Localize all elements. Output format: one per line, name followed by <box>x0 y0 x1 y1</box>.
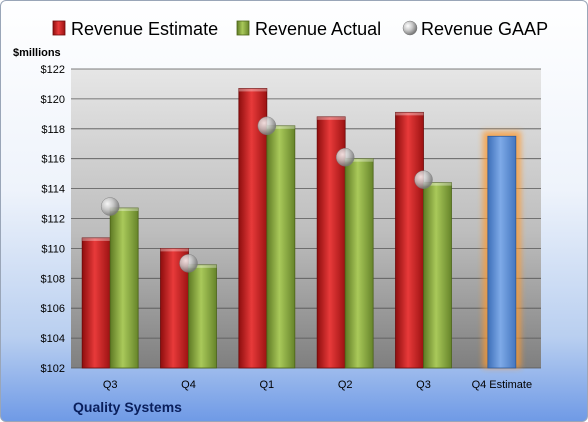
chart-legend: Revenue Estimate Revenue Actual Revenue GA… <box>52 19 548 39</box>
x-tick-label: Q4 Estimate <box>472 379 533 391</box>
q4-estimate-bar <box>487 135 517 369</box>
y-tick-label: $118 <box>41 124 65 136</box>
y-tick-label: $122 <box>41 64 65 76</box>
chart-marks <box>81 88 521 369</box>
legend-swatch <box>402 20 418 36</box>
y-tick-label: $106 <box>41 303 65 315</box>
revenue-estimate-bar <box>81 237 111 369</box>
legend-label: Revenue Actual <box>255 19 381 39</box>
y-tick-label: $112 <box>41 214 65 226</box>
revenue-actual-bar <box>266 125 296 369</box>
revenue-estimate-bar <box>238 88 268 369</box>
revenue-actual-bar <box>188 264 217 369</box>
legend-swatch <box>236 20 250 36</box>
revenue-gaap-marker <box>257 116 277 136</box>
x-tick-label: Q4 <box>181 379 196 391</box>
revenue-actual-bar <box>423 182 452 369</box>
y-tick-label: $110 <box>41 243 65 255</box>
x-tick-label: Q2 <box>338 379 353 391</box>
y-tick-label: $114 <box>41 184 65 196</box>
revenue-actual-bar <box>344 158 374 369</box>
y-axis-ticks: $102 $104 $106 $108 $110 $112 $114 $116 $118 $120… <box>41 64 65 375</box>
y-tick-label: $116 <box>41 154 65 166</box>
revenue-estimate-bar <box>395 111 424 369</box>
x-tick-label: Q1 <box>259 379 274 391</box>
x-tick-label: Q3 <box>416 379 431 391</box>
company-name: Quality Systems <box>73 399 182 415</box>
revenue-gaap-marker <box>100 197 120 216</box>
y-tick-label: $104 <box>41 333 65 345</box>
y-tick-label: $108 <box>41 273 65 285</box>
y-tick-label: $102 <box>41 363 65 375</box>
revenue-gaap-marker <box>179 254 198 273</box>
legend-label: Revenue GAAP <box>421 19 548 39</box>
revenue-gaap-marker <box>335 147 355 167</box>
gridlines <box>71 68 541 369</box>
y-axis-label: $millions <box>13 47 61 59</box>
x-axis-ticks: Q3 Q4 Q1 Q2 Q3 Q4 Estimate <box>103 379 532 391</box>
legend-label: Revenue Estimate <box>71 19 218 39</box>
revenue-gaap-marker <box>414 170 433 189</box>
y-tick-label: $120 <box>41 94 65 106</box>
legend-swatch <box>52 20 66 36</box>
x-tick-label: Q3 <box>103 379 118 391</box>
revenue-actual-bar <box>109 207 139 369</box>
